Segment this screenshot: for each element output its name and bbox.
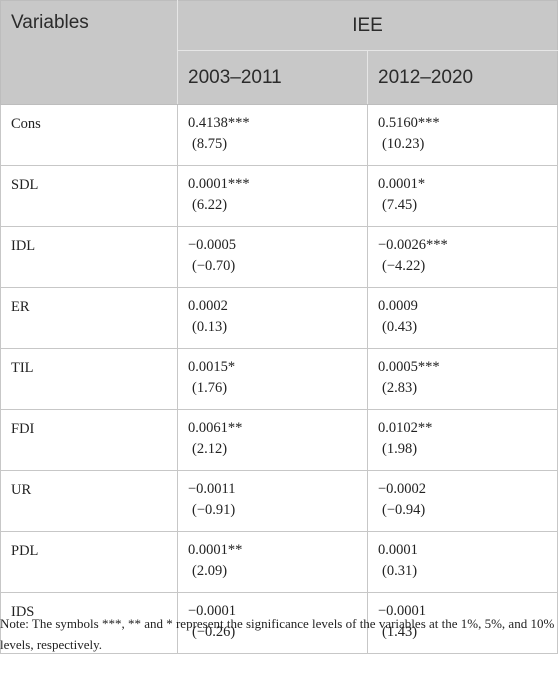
- coefficient: 0.0015*: [188, 359, 236, 375]
- estimate-cell-2003-2011: −0.0011 (−0.91): [177, 470, 368, 532]
- t-statistic: (10.23): [382, 136, 425, 152]
- coefficient: 0.4138***: [188, 115, 250, 131]
- t-statistic: (8.75): [192, 136, 228, 152]
- t-statistic: (2.83): [382, 380, 418, 396]
- estimate-cell-2012-2020: 0.0001 (0.31): [367, 531, 558, 593]
- estimate-cell-2012-2020: −0.0026*** (−4.22): [367, 226, 558, 288]
- t-statistic: (2.09): [192, 563, 228, 579]
- t-statistic: (0.13): [192, 319, 228, 335]
- coefficient: −0.0001: [378, 603, 427, 619]
- variable-name: SDL: [0, 165, 178, 227]
- coefficient: 0.0001*: [378, 176, 426, 192]
- t-statistic: (1.43): [382, 624, 418, 640]
- coefficient: 0.0009: [378, 298, 418, 314]
- coefficient: 0.0001: [378, 542, 418, 558]
- coefficient: −0.0026***: [378, 237, 448, 253]
- estimate-cell-2012-2020: −0.0002 (−0.94): [367, 470, 558, 532]
- estimate-cell-2012-2020: 0.0009 (0.43): [367, 287, 558, 349]
- variable-name: IDL: [0, 226, 178, 288]
- variable-name: UR: [0, 470, 178, 532]
- t-statistic: (1.76): [192, 380, 228, 396]
- table-row: IDL −0.0005 (−0.70) −0.0026*** (−4.22): [0, 226, 558, 288]
- coefficient: −0.0002: [378, 481, 427, 497]
- coefficient: 0.5160***: [378, 115, 440, 131]
- table-row: ER 0.0002 (0.13) 0.0009 (0.43): [0, 287, 558, 349]
- table-row: UR −0.0011 (−0.91) −0.0002 (−0.94): [0, 470, 558, 532]
- header-row-periods: 2003–2011 2012–2020: [1, 50, 558, 105]
- table-row: TIL 0.0015* (1.76) 0.0005*** (2.83): [0, 348, 558, 410]
- t-statistic: (−0.91): [192, 502, 236, 518]
- t-statistic: (0.31): [382, 563, 418, 579]
- variable-name: TIL: [0, 348, 178, 410]
- estimate-cell-2003-2011: 0.0002 (0.13): [177, 287, 368, 349]
- variable-name: IDS: [0, 592, 178, 654]
- estimate-cell-2003-2011: 0.0061** (2.12): [177, 409, 368, 471]
- table-header: Variables IEE 2003–2011 2012–2020: [0, 0, 558, 105]
- table-row: Cons 0.4138*** (8.75) 0.5160*** (10.23): [0, 104, 558, 166]
- t-statistic: (−0.94): [382, 502, 426, 518]
- estimate-cell-2003-2011: 0.4138*** (8.75): [177, 104, 368, 166]
- t-statistic: (7.45): [382, 197, 418, 213]
- coefficient: 0.0001**: [188, 542, 243, 558]
- coefficient: 0.0002: [188, 298, 228, 314]
- coefficient: 0.0102**: [378, 420, 433, 436]
- coefficient: −0.0005: [188, 237, 237, 253]
- t-statistic: (1.98): [382, 441, 418, 457]
- estimate-cell-2012-2020: 0.0102** (1.98): [367, 409, 558, 471]
- variable-name: ER: [0, 287, 178, 349]
- variable-name: PDL: [0, 531, 178, 593]
- table-row: IDS −0.0001 (−0.26) −0.0001 (1.43): [0, 592, 558, 654]
- estimate-cell-2003-2011: 0.0001*** (6.22): [177, 165, 368, 227]
- table-row: FDI 0.0061** (2.12) 0.0102** (1.98): [0, 409, 558, 471]
- table-row: SDL 0.0001*** (6.22) 0.0001* (7.45): [0, 165, 558, 227]
- estimate-cell-2012-2020: 0.5160*** (10.23): [367, 104, 558, 166]
- t-statistic: (−4.22): [382, 258, 426, 274]
- t-statistic: (0.43): [382, 319, 418, 335]
- coefficient: 0.0005***: [378, 359, 440, 375]
- variables-header: Variables: [0, 0, 178, 105]
- t-statistic: (−0.70): [192, 258, 236, 274]
- table-body: Cons 0.4138*** (8.75) 0.5160*** (10.23) SD…: [0, 104, 558, 654]
- period-header-2003-2011: 2003–2011: [177, 50, 368, 105]
- estimate-cell-2012-2020: 0.0005*** (2.83): [367, 348, 558, 410]
- estimate-cell-2003-2011: 0.0015* (1.76): [177, 348, 368, 410]
- period-header-2012-2020: 2012–2020: [367, 50, 558, 105]
- coefficient: 0.0001***: [188, 176, 250, 192]
- coefficient: −0.0001: [188, 603, 237, 619]
- table-footnote: Note: The symbols ***, ** and * represen…: [0, 616, 555, 652]
- coefficient: 0.0061**: [188, 420, 243, 436]
- estimate-cell-2003-2011: 0.0001** (2.09): [177, 531, 368, 593]
- estimate-cell-2012-2020: 0.0001* (7.45): [367, 165, 558, 227]
- table-row: PDL 0.0001** (2.09) 0.0001 (0.31): [0, 531, 558, 593]
- coefficient: −0.0011: [188, 481, 236, 497]
- estimate-cell-2003-2011: −0.0005 (−0.70): [177, 226, 368, 288]
- header-row-group: Variables IEE: [0, 0, 558, 105]
- t-statistic: (−0.26): [192, 624, 236, 640]
- t-statistic: (2.12): [192, 441, 228, 457]
- variable-name: Cons: [0, 104, 178, 166]
- regression-table: Variables IEE 2003–2011 2012–2020 Cons 0…: [0, 0, 558, 654]
- estimate-cell-2012-2020: −0.0001 (1.43): [367, 592, 558, 654]
- t-statistic: (6.22): [192, 197, 228, 213]
- iee-group-header: IEE: [177, 0, 558, 52]
- variable-name: FDI: [0, 409, 178, 471]
